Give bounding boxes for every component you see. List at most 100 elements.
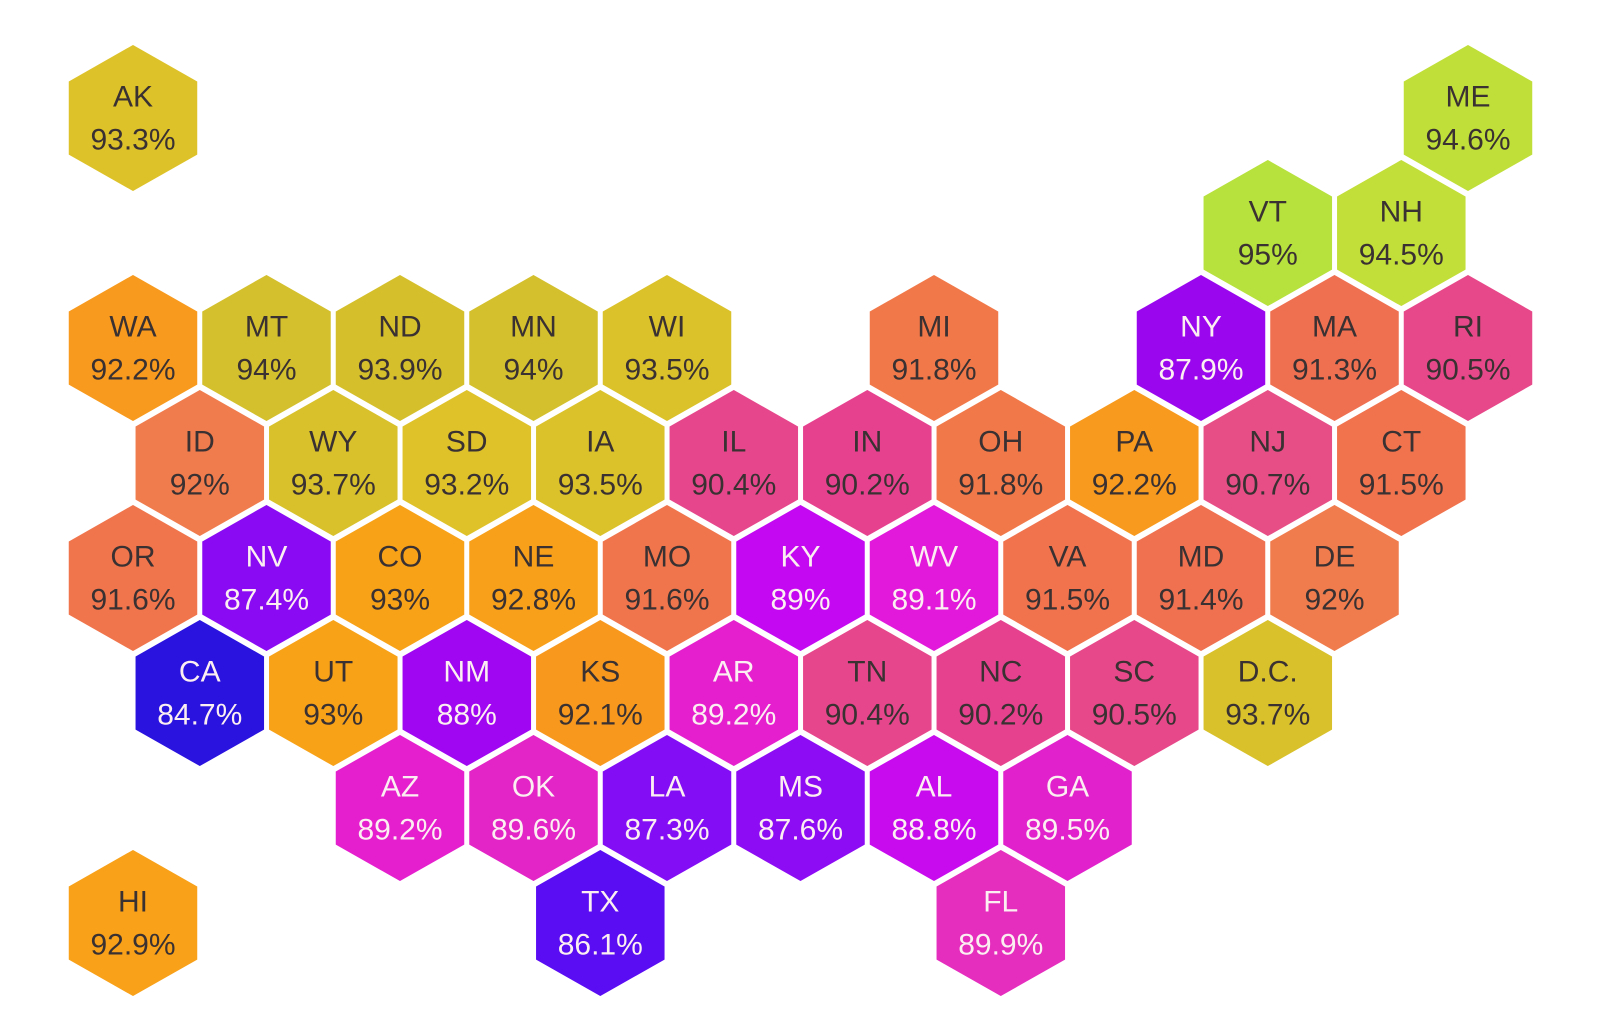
- state-abbr-label: MO: [643, 541, 691, 574]
- state-value-label: 93.3%: [90, 124, 175, 157]
- state-value-label: 94.6%: [1425, 124, 1510, 157]
- state-abbr-label: WY: [309, 426, 357, 459]
- state-abbr-label: VT: [1249, 196, 1287, 229]
- state-hex-mi: MI 91.8%: [867, 272, 1001, 424]
- hex-tile: [867, 502, 1001, 654]
- state-abbr-label: AK: [113, 81, 153, 114]
- state-hex-oh: OH 91.8%: [934, 387, 1068, 539]
- state-value-label: 87.4%: [224, 584, 309, 617]
- hex-tile: [600, 732, 734, 884]
- state-value-label: 91.5%: [1025, 584, 1110, 617]
- state-hex-pa: PA 92.2%: [1067, 387, 1202, 539]
- hex-tile: [333, 272, 467, 424]
- state-abbr-label: LA: [649, 771, 686, 804]
- state-hex-ct: CT 91.5%: [1334, 387, 1469, 539]
- state-abbr-label: WA: [109, 311, 156, 344]
- state-value-label: 93.2%: [424, 469, 509, 502]
- state-value-label: 92%: [170, 469, 230, 502]
- state-abbr-label: TN: [847, 656, 887, 689]
- state-abbr-label: TX: [581, 886, 619, 919]
- state-value-label: 94%: [236, 354, 296, 387]
- state-abbr-label: NV: [246, 541, 288, 574]
- state-value-label: 91.4%: [1158, 584, 1243, 617]
- state-value-label: 91.8%: [891, 354, 976, 387]
- state-abbr-label: NH: [1380, 196, 1423, 229]
- state-value-label: 90.5%: [1092, 699, 1177, 732]
- hex-tile: [1334, 157, 1469, 309]
- hex-tile: [133, 617, 267, 769]
- state-abbr-label: CA: [179, 656, 221, 689]
- state-hex-nh: NH 94.5%: [1334, 157, 1469, 309]
- state-hex-tx: TX 86.1%: [533, 847, 668, 999]
- state-hex-ak: AK 93.3%: [66, 42, 200, 194]
- state-abbr-label: MA: [1312, 311, 1357, 344]
- state-abbr-label: KS: [580, 656, 620, 689]
- hex-tile: [466, 272, 601, 424]
- state-hex-me: ME 94.6%: [1401, 42, 1535, 194]
- state-value-label: 87.6%: [758, 814, 843, 847]
- state-value-label: 89.9%: [958, 929, 1043, 962]
- hex-tile: [466, 732, 601, 884]
- state-value-label: 93%: [370, 584, 430, 617]
- hex-tile: [800, 387, 935, 539]
- state-value-label: 89.2%: [691, 699, 776, 732]
- hex-tile: [1201, 157, 1335, 309]
- state-hex-il: IL 90.4%: [667, 387, 801, 539]
- state-hex-ri: RI 90.5%: [1401, 272, 1535, 424]
- state-value-label: 92.2%: [90, 354, 175, 387]
- hex-tile: [934, 617, 1068, 769]
- state-abbr-label: DE: [1314, 541, 1356, 574]
- state-abbr-label: MS: [778, 771, 823, 804]
- hex-tile: [133, 387, 267, 539]
- state-value-label: 92.9%: [90, 929, 175, 962]
- state-abbr-label: ME: [1446, 81, 1491, 114]
- state-value-label: 87.9%: [1158, 354, 1243, 387]
- state-value-label: 92.2%: [1092, 469, 1177, 502]
- state-abbr-label: D.C.: [1238, 656, 1298, 689]
- hex-tile: [1134, 272, 1268, 424]
- hex-tile: [466, 502, 601, 654]
- state-value-label: 90.4%: [825, 699, 910, 732]
- hex-tile: [533, 847, 668, 999]
- state-abbr-label: NJ: [1249, 426, 1286, 459]
- state-abbr-label: UT: [313, 656, 353, 689]
- hex-tile: [66, 502, 200, 654]
- state-abbr-label: SC: [1113, 656, 1155, 689]
- state-hex-wi: WI 93.5%: [600, 272, 734, 424]
- state-hex-ma: MA 91.3%: [1267, 272, 1402, 424]
- state-hex-dc: D.C. 93.7%: [1201, 617, 1335, 769]
- hex-tile: [1201, 387, 1335, 539]
- state-value-label: 89%: [770, 584, 830, 617]
- hex-tile: [66, 272, 200, 424]
- hex-tile: [1067, 387, 1202, 539]
- state-abbr-label: MD: [1178, 541, 1225, 574]
- state-hex-co: CO 93%: [333, 502, 467, 654]
- hex-tile: [1401, 272, 1535, 424]
- state-hex-wy: WY 93.7%: [266, 387, 401, 539]
- state-hex-mn: MN 94%: [466, 272, 601, 424]
- state-abbr-label: ID: [185, 426, 215, 459]
- state-hex-ga: GA 89.5%: [1000, 732, 1135, 884]
- hex-tile: [400, 387, 534, 539]
- hex-tile: [533, 387, 668, 539]
- state-value-label: 86.1%: [558, 929, 643, 962]
- state-hex-ia: IA 93.5%: [533, 387, 668, 539]
- state-abbr-label: IA: [586, 426, 614, 459]
- hex-tile: [66, 42, 200, 194]
- state-hex-wa: WA 92.2%: [66, 272, 200, 424]
- hex-tile: [1067, 617, 1202, 769]
- hex-tile: [600, 272, 734, 424]
- hex-tile: [934, 847, 1068, 999]
- hex-tile: [867, 272, 1001, 424]
- hex-tile: [333, 732, 467, 884]
- hex-tile: [333, 502, 467, 654]
- state-value-label: 90.4%: [691, 469, 776, 502]
- hex-tile: [266, 617, 401, 769]
- state-hex-in: IN 90.2%: [800, 387, 935, 539]
- state-abbr-label: OK: [512, 771, 555, 804]
- state-value-label: 90.5%: [1425, 354, 1510, 387]
- state-value-label: 87.3%: [624, 814, 709, 847]
- hex-tile: [1267, 502, 1402, 654]
- hex-tile: [1267, 272, 1402, 424]
